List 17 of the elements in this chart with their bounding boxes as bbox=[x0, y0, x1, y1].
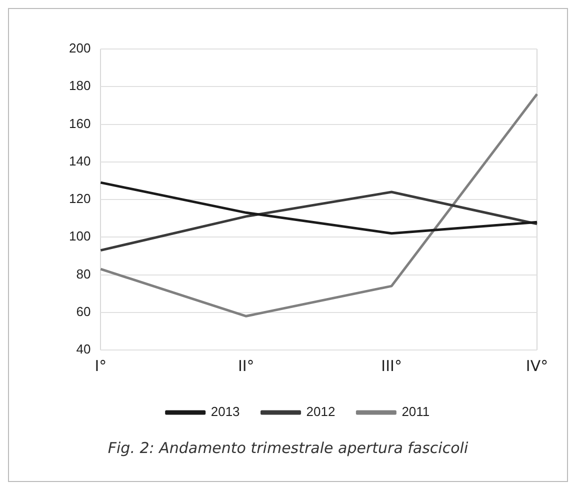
y-tick-label: 100 bbox=[68, 228, 91, 244]
y-tick-label: 140 bbox=[68, 153, 91, 168]
caption: Fig. 2: Andamento trimestrale apertura fascicoli bbox=[106, 439, 470, 457]
y-tick-label: 180 bbox=[68, 78, 91, 94]
x-tick-label: IV° bbox=[526, 356, 548, 375]
legend-label: 2011 bbox=[402, 404, 430, 420]
y-tick-label: 80 bbox=[76, 266, 91, 282]
y-tick-label: 40 bbox=[76, 342, 91, 357]
x-tick-label: II° bbox=[238, 356, 254, 375]
y-tick-label: 200 bbox=[68, 40, 91, 56]
y-tick-label: 60 bbox=[76, 304, 91, 319]
y-tick-label: 160 bbox=[68, 116, 91, 131]
legend-label: 2013 bbox=[210, 404, 240, 420]
y-tick-label: 120 bbox=[68, 191, 91, 206]
x-tick-label: I° bbox=[94, 356, 107, 375]
x-tick-label: III° bbox=[381, 356, 402, 375]
legend-label: 2012 bbox=[306, 404, 336, 420]
